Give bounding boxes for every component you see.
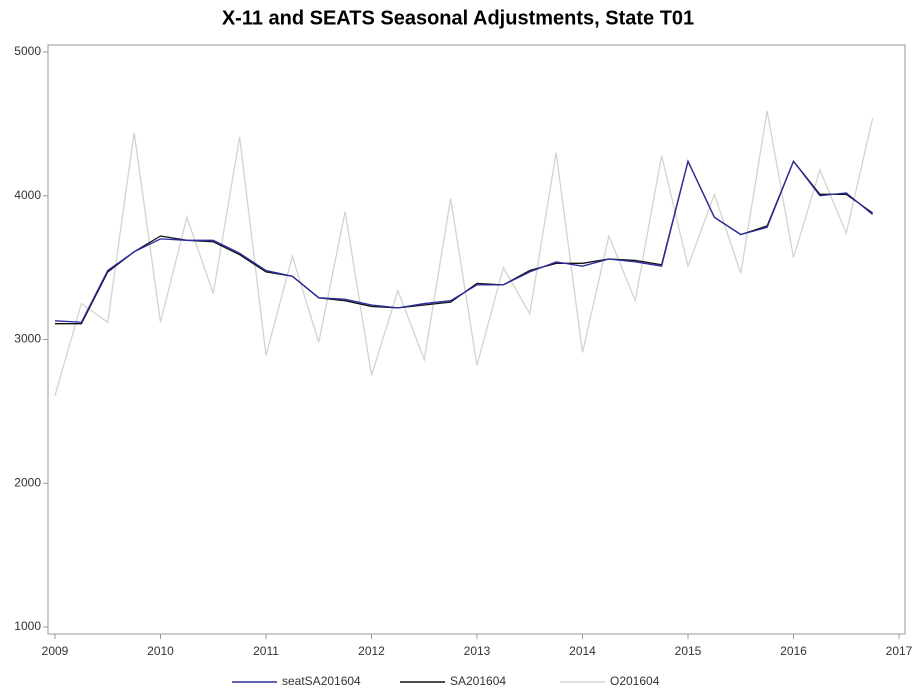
x-tick-label: 2012 [358,644,385,658]
chart-title: X-11 and SEATS Seasonal Adjustments, Sta… [222,7,694,29]
x-tick-label: 2016 [780,644,807,658]
x-tick-label: 2017 [886,644,913,658]
y-tick-label: 4000 [14,188,41,202]
x-tick-label: 2011 [253,644,279,658]
legend-label: O201604 [610,674,660,688]
series-line [54,159,874,323]
y-tick-label: 3000 [14,332,41,346]
legend-label: SA201604 [450,674,506,688]
x-tick-label: 2010 [147,644,174,658]
x-tick-label: 2013 [464,644,491,658]
series-line [55,159,874,325]
y-tick-label: 5000 [14,44,41,58]
y-tick-label: 2000 [14,475,41,489]
legend-label: seatSA201604 [282,674,361,688]
x-tick-label: 2014 [569,644,596,658]
series-line [54,110,874,396]
x-tick-label: 2015 [675,644,702,658]
y-tick-label: 1000 [14,619,41,633]
plot-frame [47,44,906,635]
x-tick-label: 2009 [42,644,69,658]
